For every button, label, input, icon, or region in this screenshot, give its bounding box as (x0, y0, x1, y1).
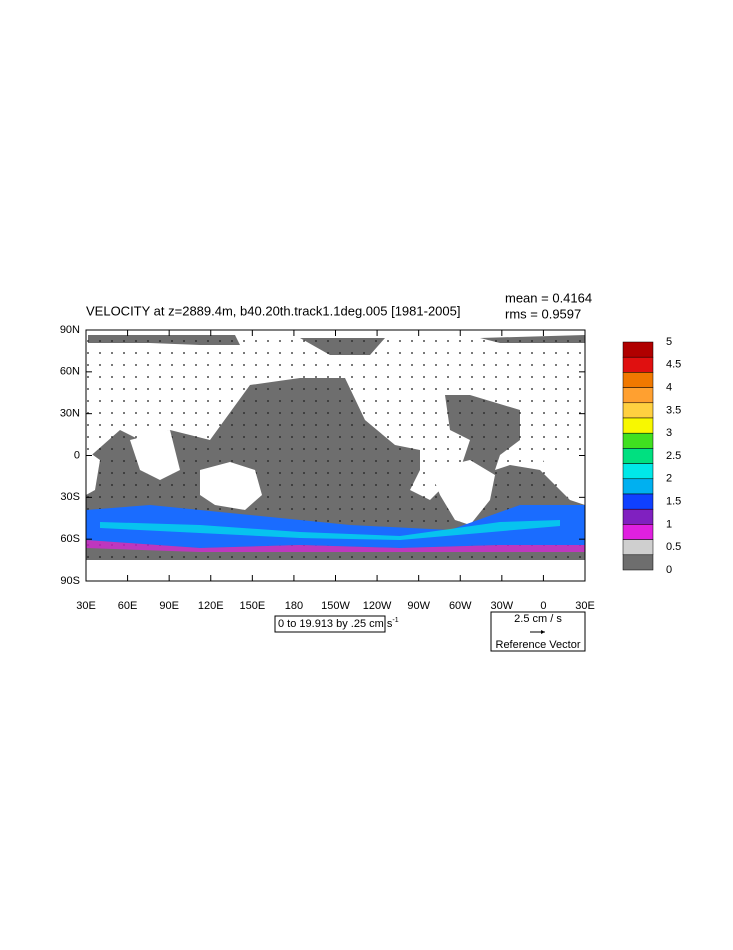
southern-ocean-band (86, 505, 585, 548)
lon-label: 120E (198, 600, 224, 612)
colorbar-box (622, 478, 654, 495)
lon-label: 150E (239, 600, 265, 612)
colorbar-box (622, 402, 654, 419)
lon-label: 60W (449, 600, 472, 612)
colorbar-box (622, 432, 654, 449)
lon-label: 30E (76, 600, 96, 612)
land-south-america (430, 460, 495, 525)
ref-vector-magnitude: 2.5 cm / s (514, 613, 562, 625)
colorbar-box (622, 372, 654, 388)
colorbar-label: 3 (666, 427, 672, 439)
lon-label: 90W (407, 600, 430, 612)
lat-label: 60S (60, 533, 80, 545)
colorbar-box (622, 508, 654, 525)
colorbar-label: 0 (666, 564, 672, 576)
map-area (86, 330, 585, 581)
colorbar-box (622, 417, 654, 434)
lon-label: 180 (285, 600, 303, 612)
colorbar-box (622, 524, 654, 540)
lat-label: 30S (60, 491, 80, 503)
rms-stat: rms = 0.9597 (505, 306, 581, 321)
mean-stat: mean = 0.4164 (505, 290, 592, 305)
colorbar-label: 1 (666, 518, 672, 530)
southern-ocean-magenta (86, 540, 585, 552)
lon-label: 30E (575, 600, 595, 612)
colorbar-box (622, 554, 654, 571)
lon-label: 30W (491, 600, 514, 612)
title: VELOCITY at z=2889.4m, b40.20th.track1.1… (86, 303, 461, 318)
lon-label: 120W (363, 600, 392, 612)
contour-info: 0 to 19.913 by .25 cm s-1 (278, 617, 399, 630)
lat-label: 60N (60, 366, 80, 378)
lat-label: 90S (60, 575, 80, 587)
colorbar-label: 4 (666, 382, 672, 394)
contour-info-sup: -1 (392, 617, 398, 624)
lat-label: 30N (60, 408, 80, 420)
colorbar-label: 0.5 (666, 541, 681, 553)
colorbar-label: 4.5 (666, 359, 681, 371)
info-box (274, 615, 386, 633)
colorbar-label: 2.5 (666, 450, 681, 462)
colorbar-box (622, 387, 654, 404)
lat-label: 90N (60, 324, 80, 336)
lon-label: 150W (321, 600, 350, 612)
contour-info-text: 0 to 19.913 by .25 cm s (278, 618, 393, 630)
colorbar-label: 5 (666, 336, 672, 348)
lon-label: 0 (540, 600, 546, 612)
colorbar-box (622, 463, 654, 480)
lon-label: 60E (118, 600, 138, 612)
ref-vector-label: Reference Vector (496, 639, 581, 651)
land-australia (200, 462, 262, 510)
lon-label: 90E (159, 600, 179, 612)
ref-vector-head (541, 630, 545, 634)
colorbar-label: 3.5 (666, 404, 681, 416)
colorbar-box (622, 341, 654, 358)
lat-label: 0 (74, 449, 80, 461)
colorbar-box (622, 356, 654, 373)
colorbar-box (622, 539, 654, 556)
southern-ocean-cyan (100, 520, 560, 540)
colorbar-label: 2 (666, 473, 672, 485)
land-asia-south (130, 430, 180, 480)
colorbar-label: 1.5 (666, 496, 681, 508)
colorbar-box (622, 448, 654, 464)
colorbar-box (622, 493, 654, 510)
